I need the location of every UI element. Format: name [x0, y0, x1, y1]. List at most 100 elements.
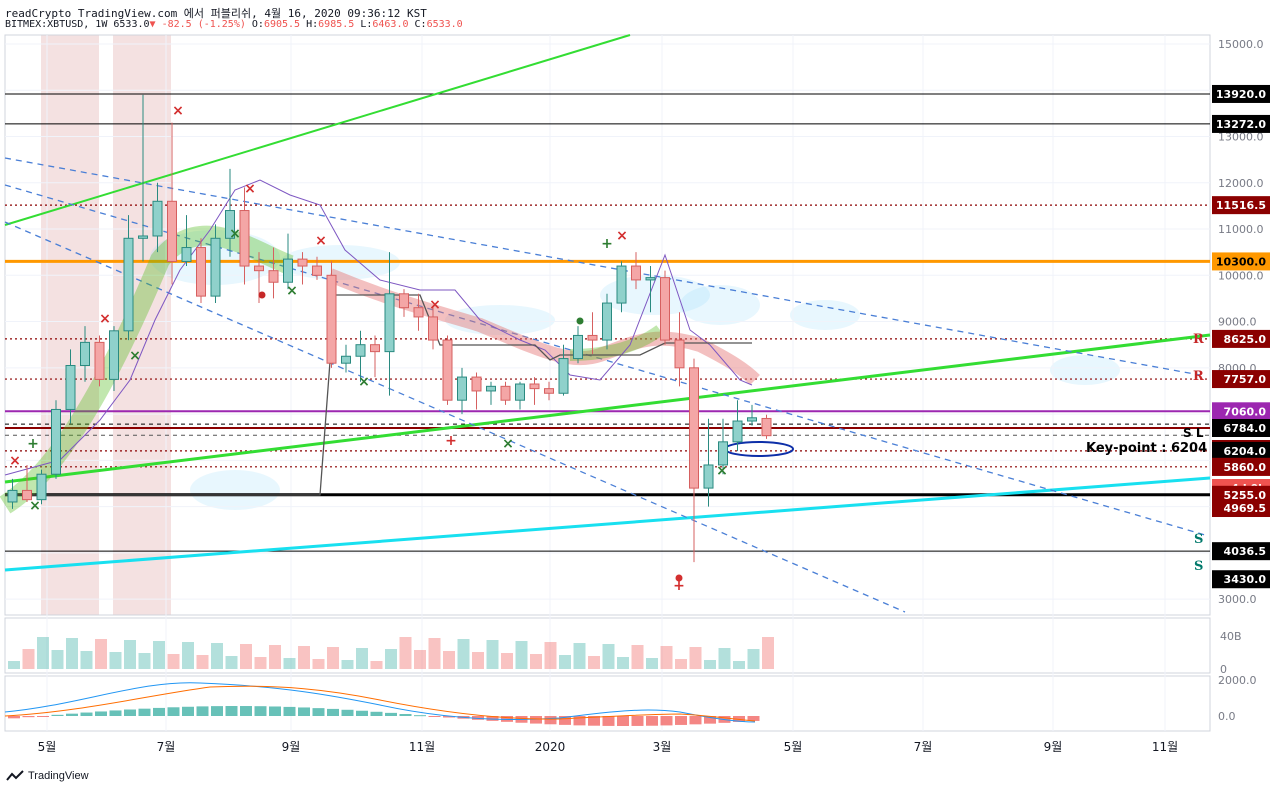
- macd-histogram-bar: [254, 706, 267, 716]
- price-axis-label-bg: [1212, 499, 1270, 518]
- candle-body: [123, 237, 134, 332]
- candle-body: [515, 383, 525, 401]
- candle-body: [761, 417, 772, 437]
- volume-tick-label: 40B: [1220, 630, 1242, 643]
- signal-marker: ×: [172, 103, 184, 119]
- signal-marker: ×: [129, 348, 141, 364]
- price-axis-label-bg: [1212, 329, 1270, 348]
- candle-body: [703, 464, 714, 489]
- signal-marker: ×: [29, 498, 41, 514]
- volume-bar: [225, 656, 238, 669]
- candle-body: [732, 420, 743, 443]
- volume-bar: [573, 643, 586, 669]
- volume-bar: [37, 637, 49, 669]
- candle-body: [544, 388, 554, 394]
- candle-body: [689, 367, 699, 489]
- y-tick-label: 11000.0: [1218, 223, 1264, 236]
- price-axis-label: 8625.0: [1212, 329, 1270, 348]
- macd-histogram-bar: [138, 708, 151, 716]
- signal-marker: +: [673, 578, 685, 594]
- price-axis-label-text: 3430.0: [1224, 573, 1267, 586]
- signal-marker: ×: [244, 181, 256, 197]
- price-axis-label-bg: [1212, 196, 1270, 215]
- macd-histogram-bar: [675, 716, 687, 725]
- macd-histogram-bar: [269, 706, 281, 716]
- macd-histogram-bar: [689, 716, 702, 725]
- candle-body: [631, 265, 641, 281]
- volume-bar: [8, 661, 20, 669]
- volume-bar: [254, 657, 267, 669]
- macd-histogram-bar: [225, 706, 238, 716]
- price-axis-label: 5860.0: [1212, 457, 1270, 476]
- price-axis-label: 6204.0: [1212, 441, 1270, 460]
- candle-body: [370, 344, 380, 353]
- x-tick-label: 11월: [409, 740, 435, 754]
- macd-histogram-bar: [109, 710, 122, 716]
- cloud-area: [600, 275, 710, 315]
- volume-bar: [631, 645, 644, 669]
- volume-bar: [457, 639, 470, 669]
- candle-body: [138, 235, 148, 239]
- volume-bar: [22, 649, 35, 669]
- candle-body: [413, 307, 424, 318]
- price-axis-label-text: 5255.0: [1224, 489, 1267, 502]
- volume-bar: [689, 647, 702, 669]
- x-tick-label: 9월: [1044, 740, 1063, 754]
- candle-body: [558, 358, 569, 394]
- signal-marker: ×: [429, 297, 441, 313]
- macd-histogram-bar: [182, 706, 194, 716]
- chart-header-title: readCrypto TradingView.com 에서 퍼블리쉬, 4월 1…: [5, 7, 427, 20]
- x-tick-label: 7월: [157, 740, 176, 754]
- volume-bar: [544, 642, 557, 669]
- candle-body: [341, 355, 351, 364]
- y-tick-label: 12000.0: [1218, 177, 1264, 190]
- trendline: [4, 34, 631, 226]
- volume-bar: [240, 644, 252, 669]
- volume-bar: [138, 653, 151, 669]
- x-tick-label: 5월: [38, 740, 57, 754]
- candle-body: [312, 265, 322, 276]
- candle-body: [645, 277, 656, 281]
- volume-bar: [414, 650, 426, 669]
- volume-bar: [356, 648, 368, 669]
- candle-body: [587, 334, 598, 341]
- volume-bar: [588, 656, 600, 669]
- macd-histogram-bar: [196, 706, 209, 716]
- candle-body: [109, 330, 119, 380]
- candle-body: [718, 441, 728, 466]
- envelope-line: [4, 179, 753, 476]
- signal-marker: ×: [716, 463, 728, 479]
- macd-histogram-bar: [530, 716, 542, 724]
- x-tick-label: 9월: [282, 740, 301, 754]
- volume-bar: [385, 649, 397, 669]
- price-axis-label-text: 13272.0: [1216, 118, 1266, 131]
- macd-histogram-bar: [559, 716, 571, 725]
- candle-body: [283, 258, 293, 283]
- close-value: 6533.0: [426, 19, 463, 30]
- price-axis-label-text: 7757.0: [1224, 373, 1267, 386]
- macd-histogram-bar: [602, 716, 615, 726]
- signal-dot: [576, 317, 584, 325]
- macd-histogram-bar: [211, 706, 223, 716]
- macd-histogram-bar: [501, 716, 513, 722]
- price-axis-label-bg: [1212, 457, 1270, 476]
- macd-histogram-bar: [167, 707, 180, 716]
- price-axis-label-bg: [1212, 542, 1270, 561]
- macd-histogram-bar: [298, 707, 310, 716]
- candle-body: [399, 293, 409, 309]
- candle-body: [254, 265, 264, 272]
- signal-line: [4, 685, 756, 722]
- open-value: 6905.5: [263, 19, 301, 30]
- candle-body: [167, 200, 177, 262]
- price-axis-label-bg: [1212, 402, 1270, 421]
- macd-histogram-bar: [544, 716, 557, 725]
- macd-histogram-bar: [312, 708, 325, 716]
- volume-bar: [501, 653, 513, 669]
- macd-histogram-bar: [80, 712, 93, 716]
- low-label: L:: [360, 19, 373, 30]
- price-axis-label-text: 8625.0: [1224, 333, 1267, 346]
- candle-body: [297, 258, 308, 267]
- price-axis-label-text: 6784.0: [1224, 422, 1267, 435]
- low-value: 6463.0: [372, 19, 409, 30]
